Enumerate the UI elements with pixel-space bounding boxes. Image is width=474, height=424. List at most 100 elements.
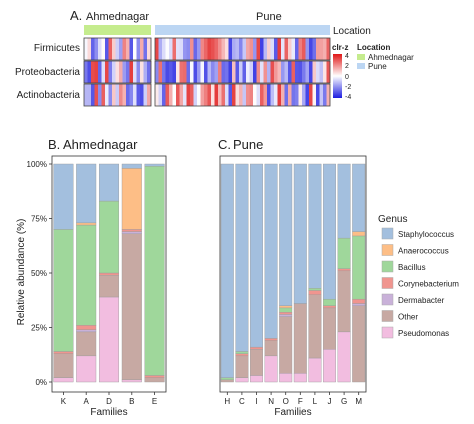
heatmap-cell <box>214 38 219 60</box>
x-tick-label: H <box>224 397 230 406</box>
heatmap-cell <box>169 84 173 106</box>
bar-segment-bacillus <box>235 351 249 354</box>
bar-segment-other <box>308 294 322 359</box>
heatmap-cell <box>176 61 180 83</box>
heatmap-cell <box>211 84 215 106</box>
heatmap-cell <box>225 38 229 60</box>
bar-segment-staphylococcus <box>352 163 366 232</box>
heatmap-cell <box>122 84 127 106</box>
heatmap-cell <box>288 61 292 83</box>
heatmap-cell <box>91 38 95 60</box>
heatmap-cell <box>183 61 187 83</box>
heatmap-cell <box>263 61 268 83</box>
heatmap-cell <box>214 84 219 106</box>
bar-segment-other <box>76 331 97 357</box>
heatmap-location-ahmednagar: Ahmednagar <box>86 11 149 23</box>
heatmap-block-border <box>83 83 152 107</box>
bar-segment-bacillus <box>53 229 74 352</box>
heatmap-cell <box>211 61 215 83</box>
heatmap-cell <box>302 61 306 83</box>
genus-legend-label-dermabacter: Dermabacter <box>398 296 445 305</box>
heatmap-cell <box>147 61 151 83</box>
bar-segment-bacillus <box>352 235 366 300</box>
heatmap-cell <box>239 84 243 106</box>
heatmap-cell <box>274 61 278 83</box>
heatmap-cell <box>319 38 324 60</box>
heatmap-cell <box>112 38 116 60</box>
heatmap-cell <box>91 84 95 106</box>
heatmap-cell <box>270 38 275 60</box>
heatmap-cell <box>119 84 123 106</box>
x-tick-label: K <box>61 397 67 406</box>
heatmap-cell <box>186 84 191 106</box>
bar-segment-pseudomonas <box>121 379 142 383</box>
heatmap-cell <box>228 38 233 60</box>
heatmap-cell <box>232 61 236 83</box>
bar-segment-staphylococcus <box>279 163 293 306</box>
heatmap-cell <box>326 84 331 106</box>
heatmap-cell <box>312 84 317 106</box>
heatmap-cell <box>94 61 99 83</box>
heatmap-cell <box>143 38 148 60</box>
heatmap-cell <box>94 38 99 60</box>
location-legend-swatch-pune <box>357 63 365 69</box>
heatmap-cell <box>225 61 229 83</box>
heatmap-cell <box>105 38 109 60</box>
bar-segment-other <box>250 349 263 376</box>
heatmap-cell <box>140 84 144 106</box>
y-tick-label: 75% <box>31 215 47 224</box>
y-tick-label: 0% <box>35 378 47 387</box>
stacked-bar-chart-pune: H C I N O F L J G M Families <box>219 155 367 418</box>
heatmap-cell <box>274 84 278 106</box>
heatmap-cell <box>200 61 205 83</box>
bar-segment-pseudomonas <box>308 357 322 383</box>
heatmap-cell <box>267 61 271 83</box>
heatmap-cell <box>129 84 134 106</box>
bar-segment-other <box>279 316 293 374</box>
genus-legend-label-other: Other <box>398 313 418 322</box>
heatmap-cell <box>288 84 292 106</box>
heatmap-cell <box>126 84 130 106</box>
heatmap-cell <box>316 84 320 106</box>
heatmap-cell <box>305 84 310 106</box>
heatmap-cell <box>235 38 240 60</box>
bar-segment-staphylococcus <box>121 163 142 169</box>
location-legend-ahmednagar: Ahmednagar <box>368 53 414 62</box>
heatmap-cell <box>176 38 180 60</box>
location-legend-pune: Pune <box>368 62 387 71</box>
heatmap-cell <box>179 38 184 60</box>
bar-segment-corynebacterium <box>279 312 293 315</box>
bar-segment-bacillus <box>98 200 120 274</box>
heatmap-cell <box>232 84 236 106</box>
bar-segment-corynebacterium <box>121 229 142 232</box>
heatmap-cell <box>253 61 257 83</box>
bar-segment-pseudomonas <box>98 296 120 383</box>
heatmap-cell <box>295 84 299 106</box>
x-tick-label: D <box>106 397 112 406</box>
genus-legend-swatch-staphylococcus <box>381 227 394 240</box>
heatmap-cell <box>143 61 148 83</box>
bar-segment-other <box>220 379 234 383</box>
heatmap-cell <box>84 84 88 106</box>
heatmap-cell <box>253 84 257 106</box>
heatmap-cell <box>119 61 123 83</box>
heatmap-cell <box>267 38 271 60</box>
heatmap-cell <box>305 61 310 83</box>
heatmap-cell <box>256 61 261 83</box>
heatmap-cell <box>197 38 201 60</box>
heatmap-cell <box>147 84 151 106</box>
heatmap-cell <box>197 84 201 106</box>
heatmap-cell <box>284 38 289 60</box>
stacked-bar-chart-ahmednagar: K A D B E 0% 25% 50% 75% 100% Families <box>27 155 167 418</box>
heatmap-cell <box>281 84 285 106</box>
heatmap-cell <box>309 38 313 60</box>
heatmap-cell <box>200 84 205 106</box>
bar-segment-corynebacterium <box>76 325 97 330</box>
bar-segment-staphylococcus <box>293 163 307 304</box>
bar-segment-pseudomonas <box>76 355 97 383</box>
bar-segment-dermabacter <box>76 329 97 333</box>
colorscale-tick: 0 <box>345 74 349 81</box>
heatmap-cell <box>312 38 317 60</box>
bar-segment-bacillus <box>337 237 351 269</box>
x-tick-label: E <box>152 397 157 406</box>
